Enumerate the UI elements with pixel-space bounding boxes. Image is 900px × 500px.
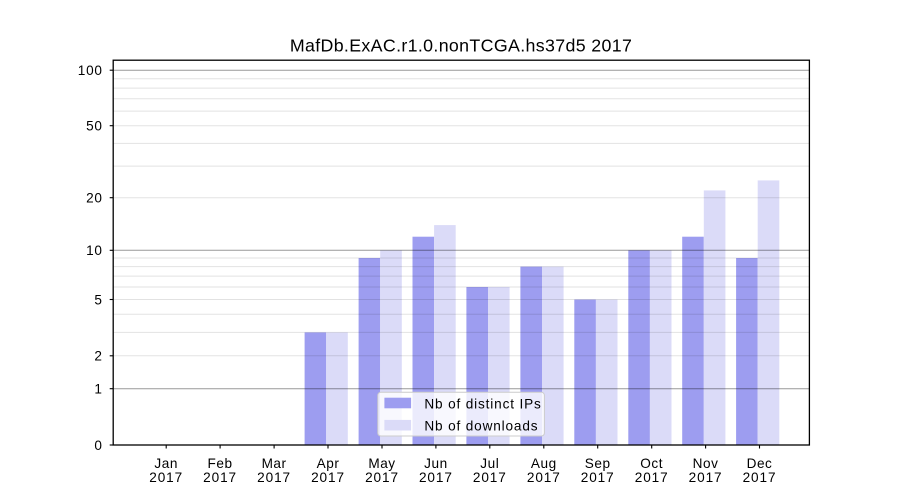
svg-text:2: 2 (94, 349, 102, 364)
svg-text:2017: 2017 (581, 470, 615, 485)
svg-text:2017: 2017 (743, 470, 777, 485)
svg-text:2017: 2017 (311, 470, 345, 485)
svg-text:Feb: Feb (208, 456, 233, 471)
svg-text:10: 10 (86, 243, 103, 258)
svg-text:Aug: Aug (531, 456, 557, 471)
svg-text:Jul: Jul (480, 456, 499, 471)
svg-text:Jan: Jan (154, 456, 178, 471)
svg-text:2017: 2017 (527, 470, 561, 485)
svg-text:Oct: Oct (640, 456, 663, 471)
svg-text:Jun: Jun (424, 456, 448, 471)
svg-text:2017: 2017 (365, 470, 399, 485)
svg-text:5: 5 (94, 292, 102, 307)
svg-text:MafDb.ExAC.r1.0.nonTCGA.hs37d5: MafDb.ExAC.r1.0.nonTCGA.hs37d5 2017 (290, 35, 632, 55)
svg-text:50: 50 (86, 119, 103, 134)
svg-text:2017: 2017 (203, 470, 237, 485)
svg-text:2017: 2017 (419, 470, 453, 485)
svg-text:2017: 2017 (635, 470, 669, 485)
svg-text:100: 100 (78, 63, 103, 78)
svg-text:Sep: Sep (585, 456, 611, 471)
svg-text:2017: 2017 (473, 470, 507, 485)
svg-text:Nov: Nov (693, 456, 719, 471)
svg-text:2017: 2017 (257, 470, 291, 485)
svg-text:0: 0 (94, 438, 102, 453)
svg-text:1: 1 (94, 382, 102, 397)
svg-text:20: 20 (86, 191, 103, 206)
svg-text:May: May (368, 456, 395, 471)
svg-text:Apr: Apr (317, 456, 340, 471)
svg-text:Nb of distinct IPs: Nb of distinct IPs (424, 396, 541, 411)
svg-text:2017: 2017 (149, 470, 183, 485)
svg-text:Nb of downloads: Nb of downloads (424, 419, 538, 434)
svg-text:Mar: Mar (262, 456, 287, 471)
svg-text:Dec: Dec (747, 456, 773, 471)
svg-text:2017: 2017 (689, 470, 723, 485)
